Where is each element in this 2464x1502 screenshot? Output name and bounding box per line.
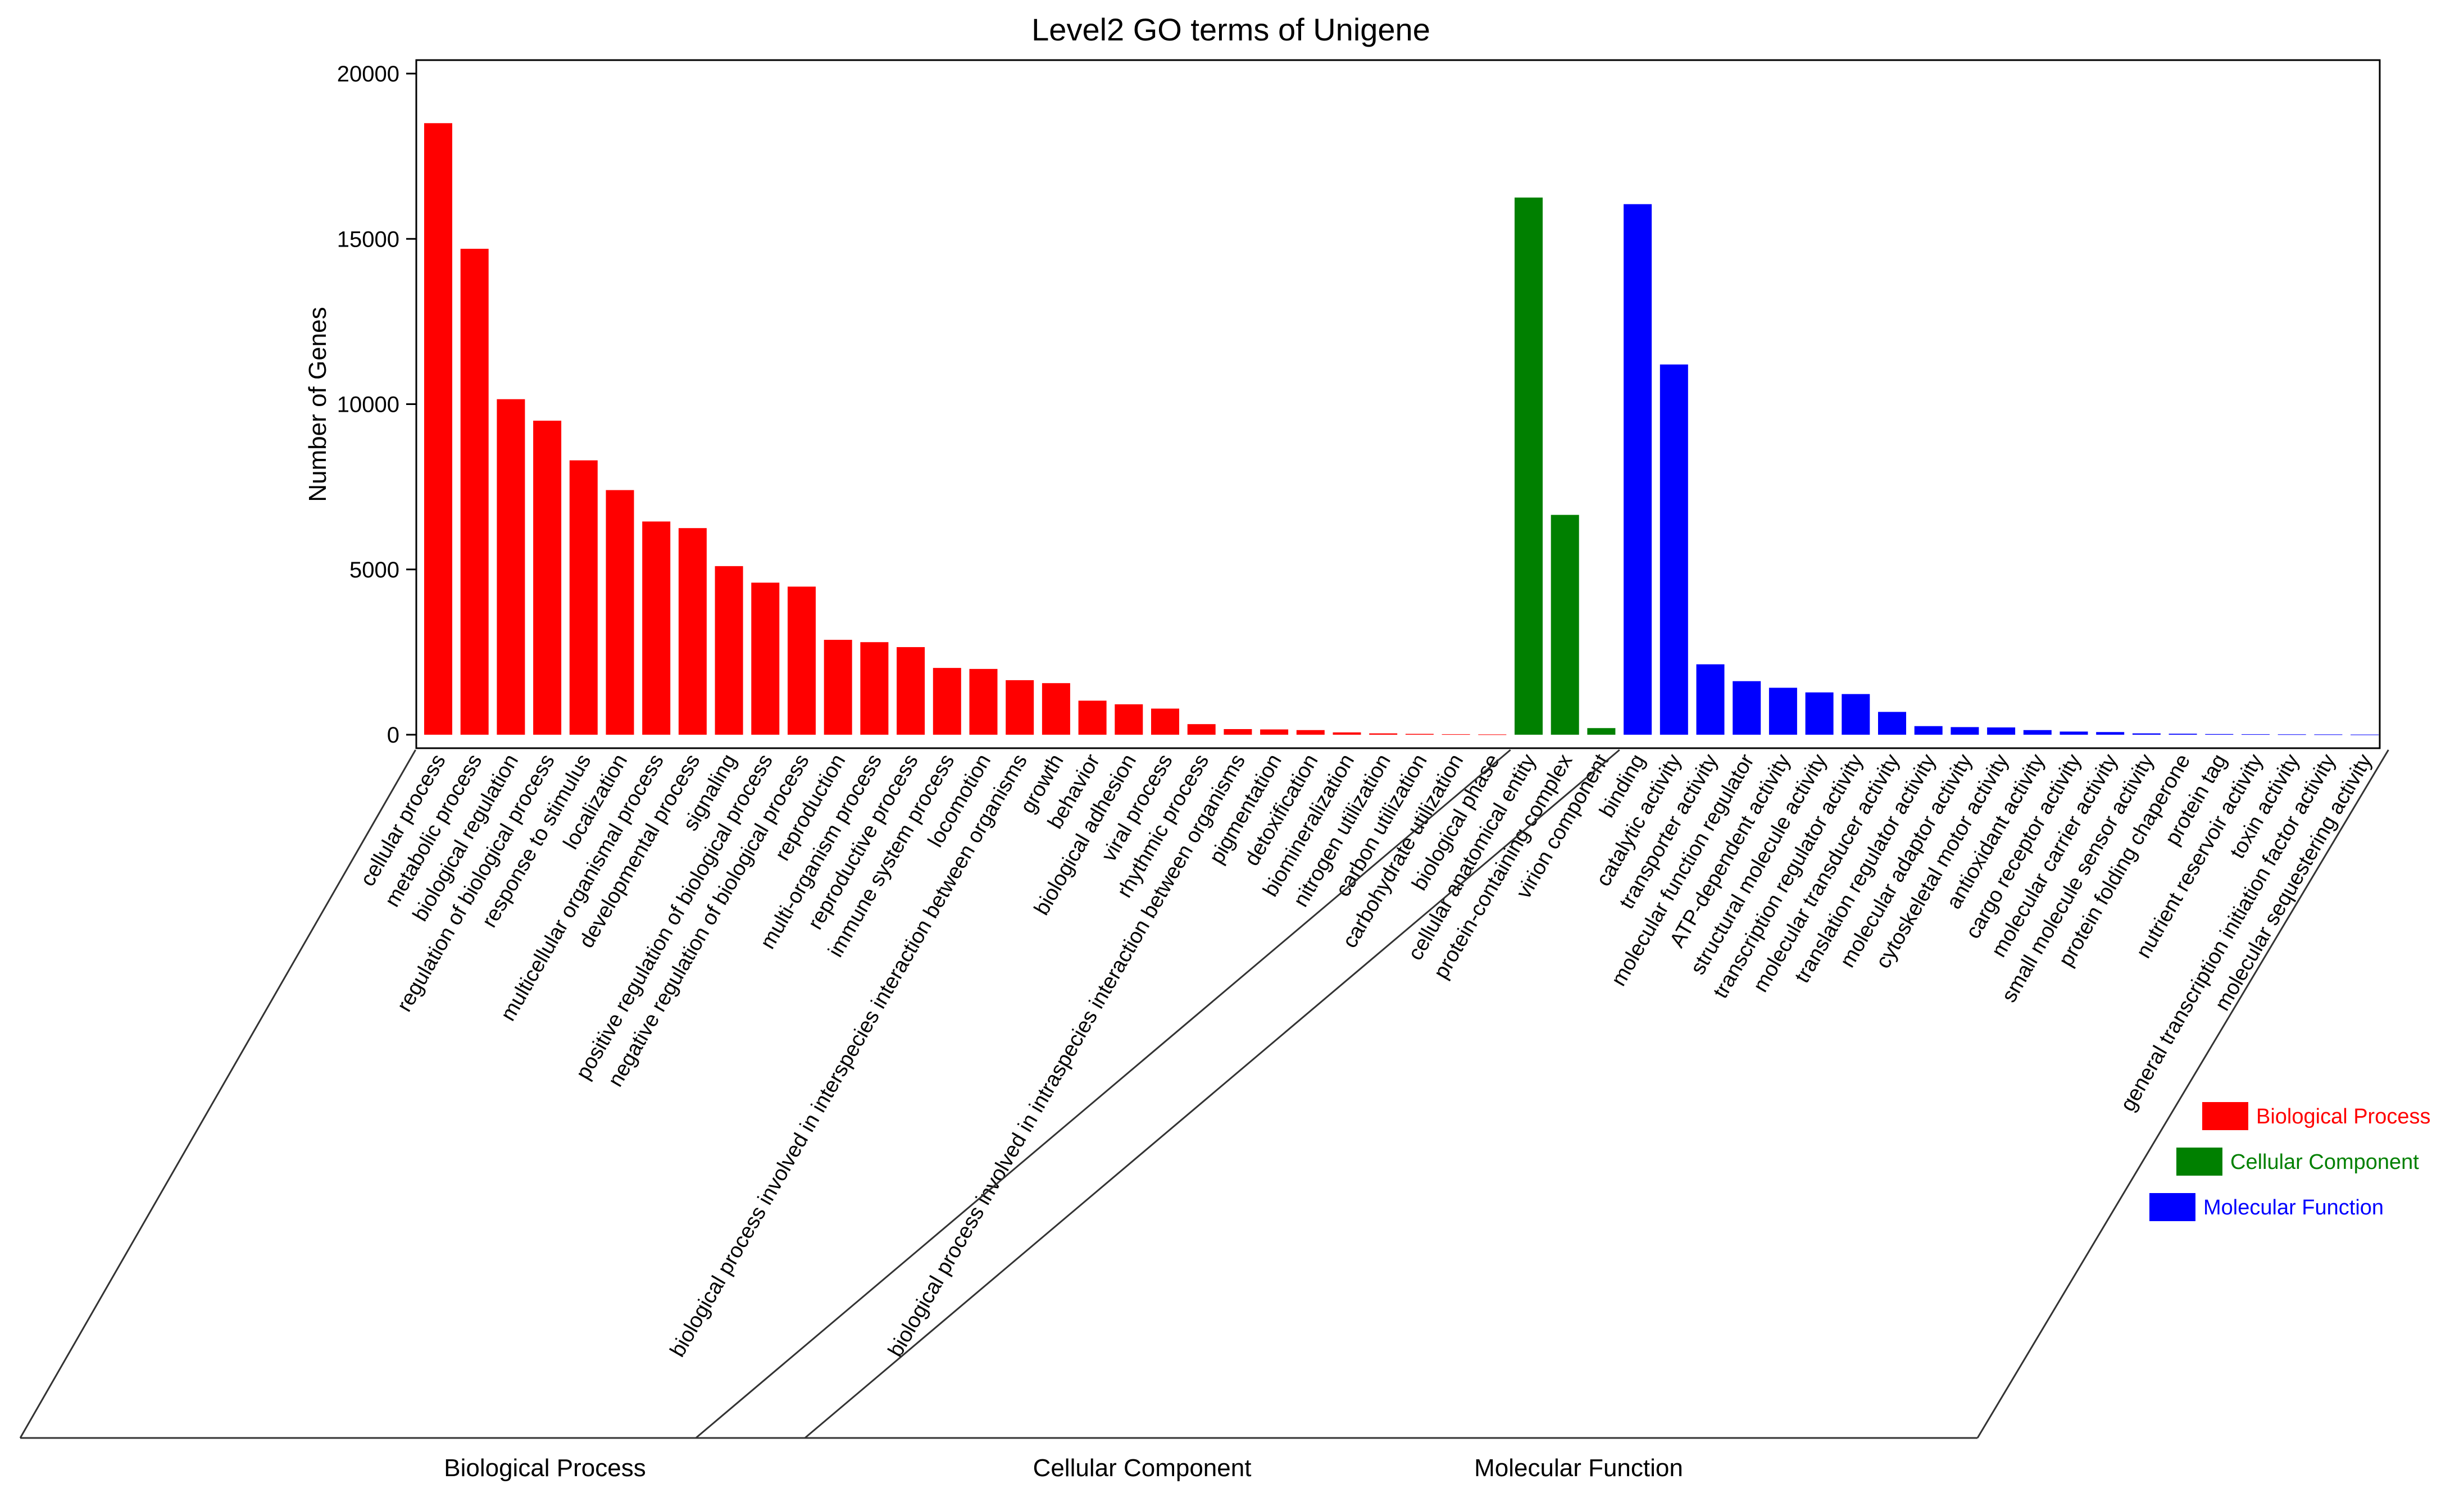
group-divider: [19, 749, 416, 1439]
group-brackets: Biological Process Cellular Component Mole…: [19, 749, 2389, 1482]
bar-multicellular-organismal-process: [642, 521, 671, 735]
bar-protein-folding-chaperone: [2168, 734, 2197, 735]
y-tick-label: 10000: [337, 393, 399, 417]
bar-cytoskeletal-motor-activity: [1987, 727, 2016, 735]
y-axis: 0 5000 10000 15000 20000: [337, 62, 416, 748]
bar-toxin-activity: [2277, 734, 2306, 735]
bar-small-molecule-sensor-activity: [2132, 733, 2161, 735]
bar-transporter-activity: [1696, 664, 1725, 735]
legend-swatch-biological-process: [2202, 1102, 2248, 1130]
bar-pigmentation: [1260, 729, 1289, 735]
legend: Biological Process Cellular Component Mole…: [2149, 1102, 2430, 1221]
group-name-biological-process: Biological Process: [444, 1454, 646, 1482]
bar-regulation-of-biological-process: [533, 420, 562, 735]
bar-biological-regulation: [497, 399, 525, 735]
chart-title: Level2 GO terms of Unigene: [1031, 12, 1430, 47]
bar-rhythmic-process: [1187, 724, 1216, 735]
y-tick-label: 5000: [349, 558, 399, 582]
y-tick-label: 15000: [337, 227, 399, 252]
bar-virion-component: [1587, 728, 1616, 735]
group-name-molecular-function: Molecular Function: [1474, 1454, 1683, 1482]
bar-detoxification: [1296, 730, 1325, 735]
bar-metabolic-process: [460, 248, 489, 735]
bar-behavior: [1078, 700, 1107, 735]
bar-molecular-adaptor-activity: [1951, 727, 1979, 735]
bar-biological-process-involved-in-interspecies-interaction-between-organisms: [1006, 680, 1034, 735]
bar-carbon-utilization: [1405, 734, 1434, 735]
bar-immune-system-process: [933, 668, 961, 735]
legend-label-biological-process: Biological Process: [2256, 1105, 2430, 1128]
bar-catalytic-activity: [1660, 364, 1688, 735]
bar-locomotion: [969, 668, 998, 735]
bar-protein-tag: [2205, 734, 2234, 735]
bar-positive-regulation-of-biological-process: [751, 582, 780, 735]
plot-frame: [415, 59, 2381, 749]
legend-swatch-cellular-component: [2176, 1148, 2222, 1176]
bar-antioxidant-activity: [2023, 730, 2052, 735]
bar-translation-regulator-activity: [1914, 726, 1943, 735]
bar-atp-dependent-activity: [1769, 688, 1797, 735]
bar-carbohydrate-utilization: [1442, 734, 1470, 735]
bar-biological-adhesion: [1115, 704, 1143, 735]
bar-signaling: [715, 566, 743, 735]
bar-cargo-receptor-activity: [2060, 731, 2088, 735]
bar-viral-process: [1151, 708, 1179, 735]
y-tick-label: 0: [387, 723, 399, 748]
bar-localization: [606, 490, 634, 735]
legend-swatch-molecular-function: [2149, 1193, 2195, 1221]
bar-multi-organism-process: [860, 642, 889, 735]
y-axis-label: Number of Genes: [304, 307, 331, 502]
bar-nitrogen-utilization: [1369, 733, 1398, 735]
bar-reproductive-process: [897, 647, 925, 735]
bar-cellular-anatomical-entity: [1515, 197, 1543, 735]
bar-nutrient-reservoir-activity: [2242, 734, 2270, 735]
bar-negative-regulation-of-biological-process: [788, 586, 816, 735]
legend-label-cellular-component: Cellular Component: [2230, 1150, 2419, 1174]
bar-biological-phase: [1478, 734, 1507, 735]
group-divider: [695, 749, 1511, 1439]
bar-biomineralization: [1333, 732, 1361, 735]
bar-reproduction: [824, 640, 852, 735]
bar-general-transcription-initiation-factor-activity: [2314, 734, 2343, 735]
bar-cellular-process: [424, 123, 452, 735]
bar-biological-process-involved-in-intraspecies-interaction-between-organisms: [1224, 729, 1252, 735]
group-name-cellular-component: Cellular Component: [1033, 1454, 1252, 1482]
bar-developmental-process: [678, 528, 707, 735]
bar-response-to-stimulus: [569, 460, 598, 735]
bars: [424, 123, 2379, 735]
bar-molecular-function-regulator: [1733, 681, 1761, 735]
bar-structural-molecule-activity: [1805, 692, 1834, 735]
bar-growth: [1042, 683, 1070, 735]
bar-protein-containing-complex: [1551, 515, 1579, 735]
group-divider: [804, 749, 1620, 1439]
bar-transcription-regulator-activity: [1842, 694, 1870, 735]
group-divider: [1976, 749, 2389, 1439]
bar-binding: [1624, 204, 1652, 735]
bar-molecular-transducer-activity: [1878, 712, 1906, 735]
y-tick-label: 20000: [337, 62, 399, 87]
bar-molecular-carrier-activity: [2096, 732, 2125, 735]
legend-label-molecular-function: Molecular Function: [2203, 1196, 2384, 1219]
